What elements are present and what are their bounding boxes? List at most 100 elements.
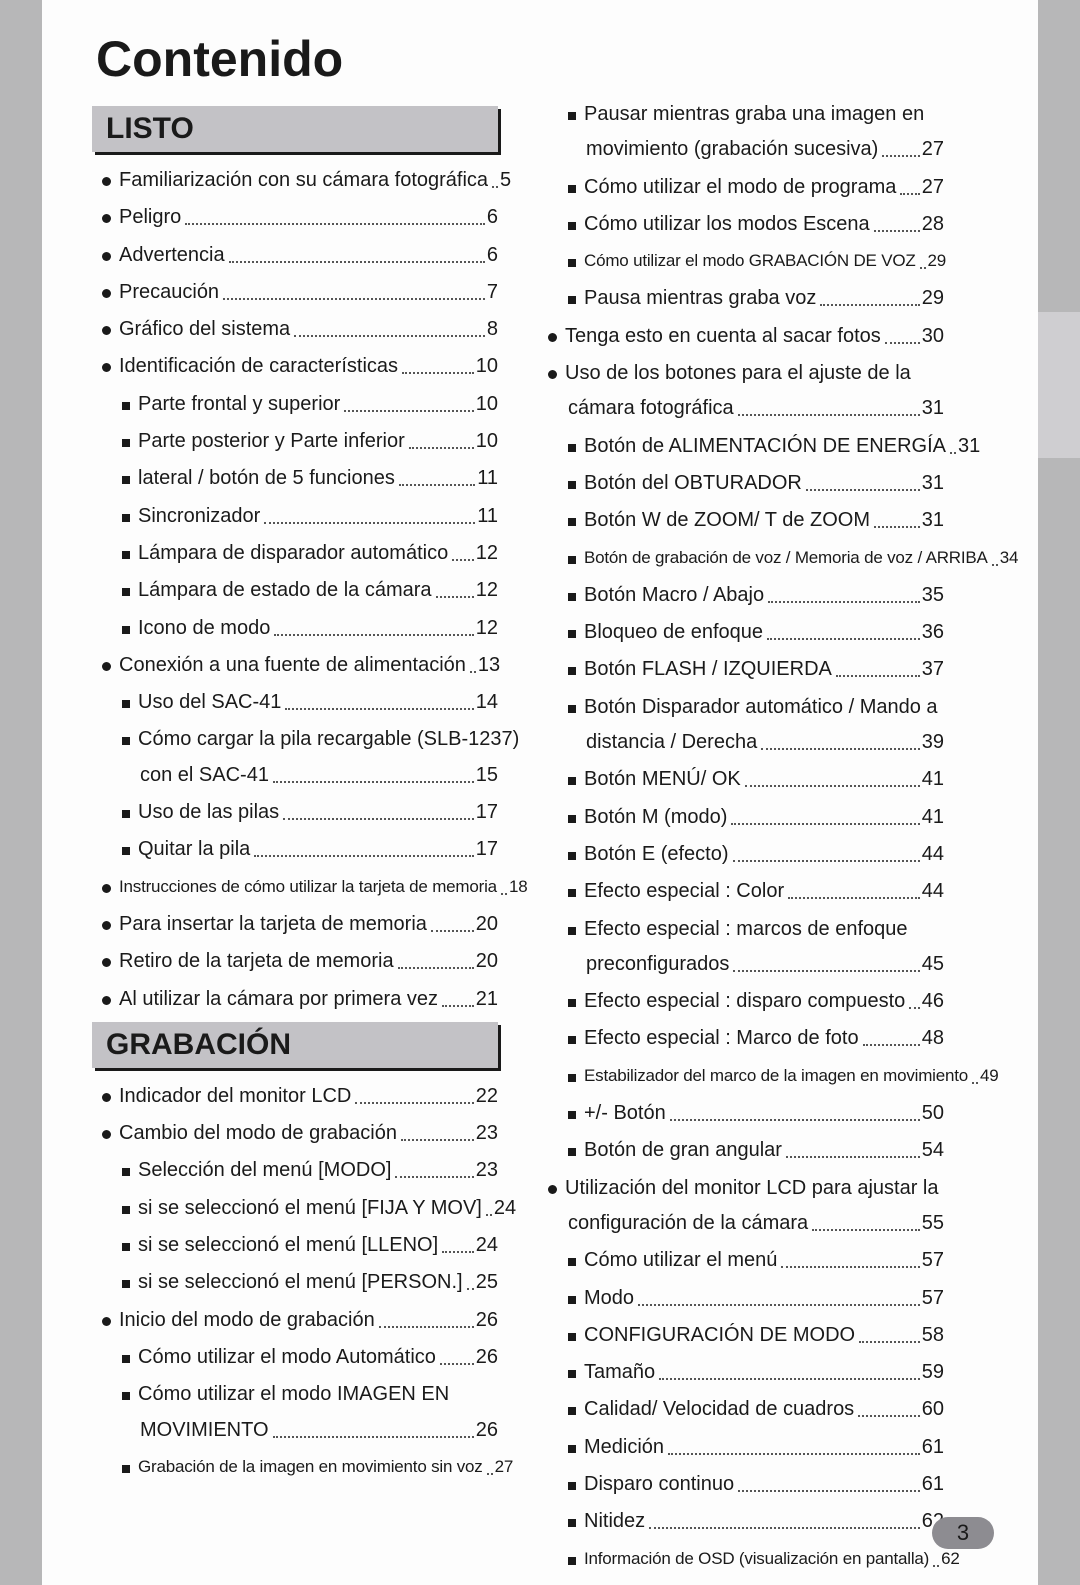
bullet-icon: [568, 1296, 576, 1304]
bullet-icon: [568, 1148, 576, 1156]
leader-dots: [223, 298, 485, 300]
bullet-icon: [548, 333, 557, 342]
bullet-icon: [102, 177, 111, 186]
toc-text: Cómo cargar la pila recargable (SLB-1237…: [138, 725, 519, 753]
bullet-icon: [102, 921, 111, 930]
toc-entry: Cómo utilizar el modo de programa 27: [530, 173, 944, 201]
leader-dots: [933, 1565, 939, 1567]
toc-page: 50: [922, 1099, 944, 1127]
column-left: LISTOFamiliarización con su cámara fotog…: [84, 100, 498, 1490]
toc-entry: Botón del OBTURADOR31: [530, 469, 944, 497]
toc-text: Cómo utilizar el modo de programa: [584, 173, 896, 201]
toc-page: 41: [922, 803, 944, 831]
leader-dots: [401, 1139, 474, 1141]
toc-text: Efecto especial : disparo compuesto: [584, 987, 905, 1015]
bullet-icon: [122, 1280, 130, 1288]
toc-text: Medición: [584, 1433, 664, 1461]
toc-page: 31: [958, 432, 980, 460]
bullet-icon: [568, 1557, 576, 1565]
bullet-icon: [102, 326, 111, 335]
leader-dots: [670, 1119, 920, 1121]
section-header: GRABACIÓN: [92, 1022, 498, 1068]
toc-text: Botón Macro / Abajo: [584, 581, 764, 609]
toc-entry: Botón de gran angular54: [530, 1136, 944, 1164]
toc-text: Botón del OBTURADOR: [584, 469, 802, 497]
bullet-icon: [568, 889, 576, 897]
leader-dots: [409, 447, 474, 449]
bullet-icon: [122, 626, 130, 634]
toc-page: 27: [922, 173, 944, 201]
leader-dots: [767, 638, 920, 640]
leader-dots: [274, 634, 473, 636]
leader-dots: [470, 671, 476, 673]
leader-dots: [402, 372, 474, 374]
toc-entry: Advertencia6: [84, 241, 498, 269]
leader-dots: [788, 897, 920, 899]
leader-dots: [882, 155, 919, 157]
toc-entry: Cómo cargar la pila recargable (SLB-1237…: [84, 725, 498, 788]
toc-text: Botón E (efecto): [584, 840, 729, 868]
toc-entry: Retiro de la tarjeta de memoria20: [84, 947, 498, 975]
leader-dots: [812, 1229, 920, 1231]
toc-text: Modo: [584, 1284, 634, 1312]
bullet-icon: [122, 439, 130, 447]
bullet-icon: [102, 662, 111, 671]
bullet-icon: [548, 370, 557, 379]
toc-entry: Efecto especial : Marco de foto48: [530, 1024, 944, 1052]
bullet-icon: [102, 214, 111, 223]
toc-text: Quitar la pila: [138, 835, 250, 863]
toc-page: 23: [476, 1156, 498, 1184]
toc-text: Cómo utilizar el modo Automático: [138, 1343, 436, 1371]
toc-page: 44: [922, 877, 944, 905]
toc-entry: Botón FLASH / IZQUIERDA37: [530, 655, 944, 683]
bullet-icon: [568, 1036, 576, 1044]
bullet-icon: [568, 852, 576, 860]
toc-entry: Calidad/ Velocidad de cuadros60: [530, 1395, 944, 1423]
bullet-icon: [568, 705, 576, 713]
toc-entry: Nitidez62: [530, 1507, 944, 1535]
toc-text: Botón MENÚ/ OK: [584, 765, 741, 793]
leader-dots: [820, 304, 919, 306]
toc-page: 20: [476, 947, 498, 975]
toc-entry: Efecto especial : disparo compuesto46: [530, 987, 944, 1015]
bullet-icon: [122, 1355, 130, 1363]
toc-text: Efecto especial : marcos de enfoque: [584, 915, 908, 943]
leader-dots: [442, 1251, 474, 1253]
column-right: Pausar mientras graba una imagen enmovim…: [530, 100, 944, 1582]
toc-page: 25: [476, 1268, 498, 1296]
leader-dots: [761, 748, 920, 750]
toc-entry: Pausar mientras graba una imagen enmovim…: [530, 100, 944, 163]
toc-entry: Parte frontal y superior10: [84, 390, 498, 418]
toc-page: 37: [922, 655, 944, 683]
toc-page: 27: [922, 135, 944, 163]
toc-entry: Instrucciones de cómo utilizar la tarjet…: [84, 873, 498, 901]
toc-entry: lateral / botón de 5 funciones11: [84, 464, 498, 492]
bullet-icon: [568, 556, 576, 564]
leader-dots: [273, 781, 474, 783]
bullet-icon: [102, 363, 111, 372]
toc-page: 12: [476, 614, 498, 642]
toc-page: 57: [922, 1284, 944, 1312]
leader-dots: [786, 1156, 920, 1158]
leader-dots: [501, 893, 507, 895]
toc-text: Lámpara de disparador automático: [138, 539, 448, 567]
toc-entry: Botón W de ZOOM/ T de ZOOM31: [530, 506, 944, 534]
leader-dots: [399, 484, 475, 486]
leader-dots: [264, 522, 475, 524]
toc-text: Icono de modo: [138, 614, 270, 642]
toc-text: si se seleccionó el menú [LLENO]: [138, 1231, 438, 1259]
toc-page: 60: [922, 1395, 944, 1423]
toc-text: Sincronizador: [138, 502, 260, 530]
toc-entry: Sincronizador11: [84, 502, 498, 530]
bullet-icon: [122, 402, 130, 410]
toc-page: 29: [922, 284, 944, 312]
toc-entry: Conexión a una fuente de alimentación13: [84, 651, 498, 679]
leader-dots: [738, 414, 920, 416]
bullet-icon: [122, 476, 130, 484]
leader-dots: [781, 1266, 919, 1268]
leader-dots: [395, 1176, 473, 1178]
toc-page: 6: [487, 203, 498, 231]
toc-entry: Para insertar la tarjeta de memoria20: [84, 910, 498, 938]
leader-dots: [950, 452, 956, 454]
toc-page: 12: [476, 539, 498, 567]
